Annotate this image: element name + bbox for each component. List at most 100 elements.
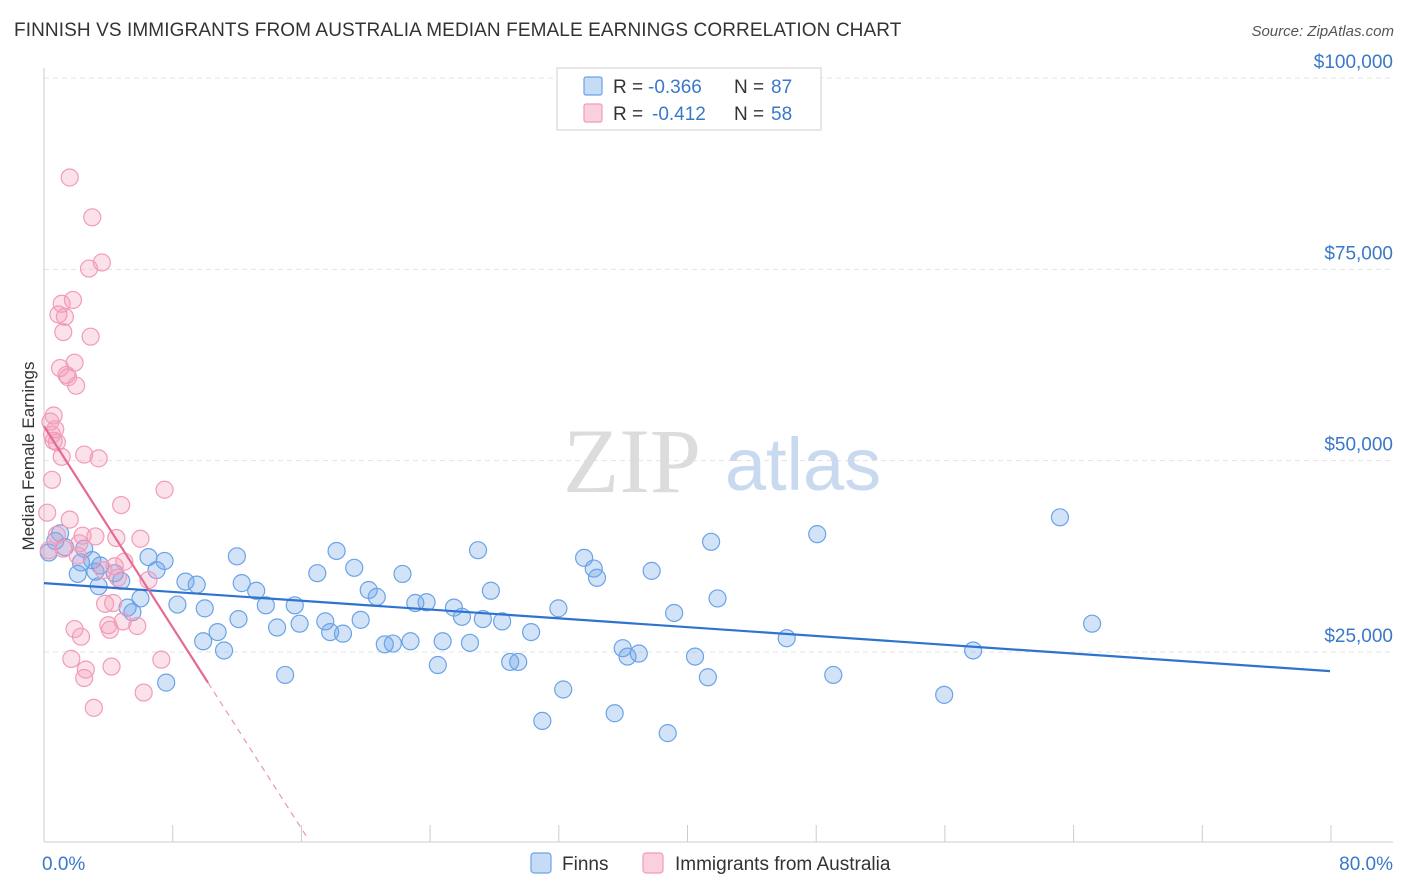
legend-r-label: R = [613,104,643,125]
point-australia [44,406,63,425]
point-australia [83,208,102,227]
legend-n-value: 58 [771,104,792,125]
legend-n-value: 87 [771,77,792,98]
point-australia [62,649,81,668]
point-finns [417,593,436,612]
legend-r-value: -0.366 [648,77,702,98]
point-finns [698,668,717,687]
y-axis-title: Median Female Earnings [19,362,38,551]
point-australia [134,683,153,702]
point-finns [665,603,684,623]
point-finns [401,632,420,651]
point-australia [94,561,113,580]
point-finns [157,673,176,692]
point-finns [187,575,206,594]
point-australia [112,495,131,515]
point-finns [685,647,705,666]
point-australia [89,449,108,468]
point-finns [351,610,370,629]
trend-line-australia [43,425,209,684]
watermark-atlas: atlas [725,423,881,506]
point-finns [383,634,402,653]
point-finns [214,641,234,660]
watermark-zip: ZIP [563,410,701,512]
point-finns [367,587,386,606]
legend-swatch-finns [583,76,603,96]
point-finns [290,614,309,633]
point-australia [39,541,58,560]
x-ticks [43,825,1332,842]
point-finns [333,624,353,643]
bottom-legend-label-australia: Immigrants from Australia [675,854,891,875]
point-finns [493,612,512,631]
point-finns [509,652,528,672]
point-australia [84,698,103,717]
point-finns [316,612,335,631]
point-finns [468,541,488,560]
point-finns [481,581,500,600]
point-australia [65,353,84,372]
point-finns [247,581,266,600]
point-finns [533,711,552,730]
point-finns [131,589,150,608]
point-australia [102,657,121,676]
legend-r-label: R = [613,77,643,98]
point-australia [81,327,100,346]
point-australia [55,307,74,326]
trend-line-australia-extrapolated [207,682,307,837]
point-australia [60,510,79,529]
point-finns [208,623,227,642]
point-finns [155,551,174,571]
point-finns [702,532,721,551]
point-finns [176,572,195,591]
point-finns [195,599,214,618]
point-finns [521,623,541,642]
bottom-legend-label-finns: Finns [562,854,608,875]
point-finns [428,655,447,675]
bottom-legend-swatch-finns [530,852,552,874]
point-finns [935,685,954,704]
y-tick-labels: $25,000 $50,000 $75,000 $100,000 [1314,52,1393,647]
point-australia [131,529,150,548]
point-finns [276,665,295,685]
point-finns [549,599,568,618]
point-finns [267,618,287,637]
point-finns [658,724,677,743]
point-finns [327,541,346,561]
point-finns [613,639,632,658]
point-australia [71,627,91,646]
point-finns [433,632,452,651]
point-finns [642,561,661,580]
x-tick-label-min: 0.0% [42,854,85,875]
top-legend: R = -0.366 N = 87 R = -0.412 N = 58 [556,67,822,131]
point-finns [824,665,843,685]
point-australia [155,480,174,499]
point-finns [473,609,492,629]
point-australia [86,527,105,546]
trend-line-finns [43,582,1331,673]
point-australia [63,290,83,310]
y-tick-label: $100,000 [1314,52,1393,73]
x-tick-label-max: 80.0% [1339,854,1393,875]
point-australia [76,660,95,679]
gridlines [44,77,1393,653]
point-australia [92,253,111,272]
point-australia [38,503,57,522]
point-finns [605,704,624,723]
legend-n-label: N = [734,77,764,98]
point-finns [1050,508,1070,527]
point-finns [194,632,213,651]
point-australia [73,526,92,545]
point-finns [964,641,983,660]
point-australia [128,616,147,636]
legend-n-label: N = [734,104,764,125]
point-australia [104,593,123,613]
trend-lines [43,425,1331,837]
point-finns [1082,614,1102,633]
point-australia [67,376,86,395]
chart-title: FINNISH VS IMMIGRANTS FROM AUSTRALIA MED… [14,20,902,41]
point-australia [108,568,128,587]
point-finns [308,564,327,583]
point-finns [229,609,248,629]
